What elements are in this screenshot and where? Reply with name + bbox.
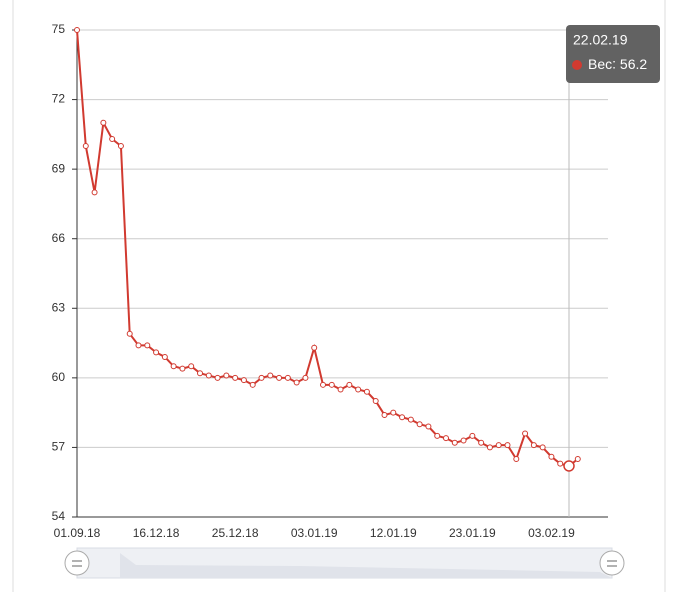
data-point <box>293 379 300 386</box>
data-point <box>563 460 575 472</box>
data-point <box>337 386 344 393</box>
data-point <box>179 365 186 372</box>
data-point <box>346 381 353 388</box>
data-point <box>197 370 203 377</box>
x-tick-label: 23.01.19 <box>449 526 496 540</box>
data-point <box>188 363 195 370</box>
y-tick-label: 63 <box>52 300 66 314</box>
data-point <box>258 374 265 381</box>
data-point <box>574 456 581 463</box>
data-point <box>451 439 458 446</box>
data-point <box>425 423 432 430</box>
data-point <box>372 398 379 405</box>
data-point <box>135 342 142 349</box>
data-point <box>82 142 89 149</box>
x-tick-label: 03.01.19 <box>291 526 338 540</box>
data-point <box>443 435 449 442</box>
data-point <box>170 363 177 370</box>
data-point <box>74 27 80 33</box>
y-tick-label: 60 <box>52 370 66 384</box>
handle-icon <box>72 560 82 567</box>
data-point <box>513 456 520 463</box>
data-point <box>267 372 274 379</box>
y-tick-label: 57 <box>52 440 66 454</box>
data-point <box>320 381 326 388</box>
series-line <box>76 29 579 468</box>
zoom-handle[interactable] <box>64 550 90 576</box>
handle-icon <box>607 560 617 567</box>
tooltip-box <box>566 25 660 83</box>
data-point <box>399 414 406 421</box>
data-point <box>434 432 441 439</box>
tooltip-value: Вес: 56.2 <box>588 56 647 72</box>
x-tick-label: 01.09.18 <box>54 526 101 540</box>
data-point <box>144 342 151 349</box>
zoom-shadow <box>120 553 612 578</box>
data-point <box>153 349 160 356</box>
data-point <box>126 330 133 337</box>
data-point <box>381 411 388 418</box>
x-tick-label: 16.12.18 <box>133 526 180 540</box>
data-point <box>407 416 414 423</box>
data-point <box>478 439 485 446</box>
tooltip-series: Вес <box>588 56 612 72</box>
data-point <box>276 374 283 381</box>
data-point <box>223 372 230 379</box>
data-zoom[interactable] <box>64 547 625 579</box>
data-point <box>240 377 247 384</box>
data-point <box>530 442 537 449</box>
data-point <box>548 453 555 460</box>
x-tick-label: 25.12.18 <box>212 526 259 540</box>
data-point <box>284 374 291 381</box>
data-point <box>363 388 370 395</box>
x-tick-label: 12.01.19 <box>370 526 417 540</box>
tooltip: 22.02.19 Вес: 56.2 <box>566 25 660 83</box>
x-tick-label: 03.02.19 <box>528 526 575 540</box>
data-point <box>91 189 98 196</box>
data-point <box>495 442 502 449</box>
tooltip-number: 56.2 <box>620 56 647 72</box>
y-tick-label: 66 <box>52 231 66 245</box>
data-point <box>469 432 476 439</box>
data-point <box>249 381 256 388</box>
data-point <box>522 430 529 437</box>
data-point <box>109 135 116 142</box>
data-point <box>539 444 546 451</box>
data-point <box>161 353 168 360</box>
plot: 54 57 60 63 66 69 72 75 01.09.18 16.12.18 25.12.18… <box>52 22 608 540</box>
data-point <box>557 460 564 467</box>
data-point <box>311 344 318 351</box>
data-point <box>214 374 221 381</box>
data-point <box>390 409 397 416</box>
tooltip-marker <box>572 60 582 70</box>
zoom-handle[interactable] <box>599 550 625 576</box>
data-point <box>355 386 362 393</box>
data-point <box>328 381 335 388</box>
y-tick-label: 54 <box>52 509 66 523</box>
data-point <box>100 119 107 126</box>
y-tick-label: 69 <box>52 161 66 175</box>
data-point <box>205 372 212 379</box>
data-point <box>232 374 239 381</box>
data-point <box>117 142 124 149</box>
data-point <box>486 444 493 451</box>
data-point <box>416 421 423 428</box>
data-point <box>460 437 467 444</box>
y-tick-label: 72 <box>52 92 66 106</box>
y-tick-label: 75 <box>52 22 66 36</box>
data-point <box>504 442 511 449</box>
tooltip-date: 22.02.19 <box>573 32 628 48</box>
data-point <box>302 374 309 381</box>
